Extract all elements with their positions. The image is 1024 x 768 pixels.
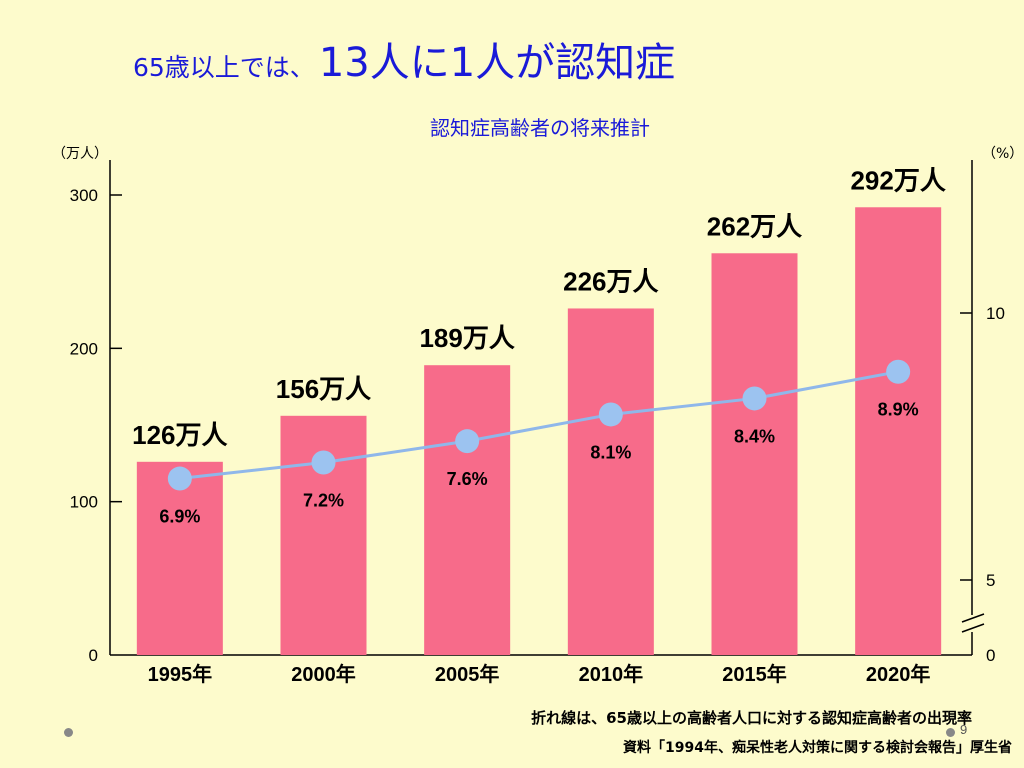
right-axis-unit: （%）: [982, 146, 1023, 162]
category-label: 2020年: [866, 662, 931, 686]
page-number: 9: [960, 722, 968, 737]
bar: [424, 365, 511, 655]
source-note: 資料「1994年、痴呆性老人対策に関する検討会報告」厚生省: [623, 740, 1012, 756]
rate-marker: [886, 359, 911, 384]
rate-label: 8.1%: [590, 442, 631, 462]
rate-line: [179, 370, 899, 481]
left-tick-label: 100: [70, 493, 98, 512]
rate-marker: [742, 386, 767, 411]
title-prefix: 65歳以上では、: [133, 53, 315, 82]
bar: [136, 461, 223, 655]
category-label: 2010年: [579, 662, 644, 686]
left-tick-label: 200: [70, 339, 98, 358]
bar-value-label: 156万人: [276, 374, 371, 404]
chart-subtitle: 認知症高齢者の将来推計: [430, 116, 650, 140]
category-label: 2005年: [435, 662, 500, 686]
page-title: 65歳以上では、 13人に1人が認知症: [133, 30, 675, 88]
rate-label: 6.9%: [159, 507, 200, 527]
bullet-dot: [64, 728, 73, 737]
right-tick-label: 0: [986, 646, 995, 665]
bar-value-label: 126万人: [132, 420, 227, 450]
right-tick-label: 10: [986, 304, 1005, 323]
bar-value-label: 189万人: [419, 323, 514, 353]
line-note: 折れ線は、65歳以上の高齢者人口に対する認知症高齢者の出現率: [531, 709, 972, 727]
rate-marker: [598, 402, 623, 427]
bar-value-label: 262万人: [707, 211, 802, 241]
bar: [711, 253, 798, 655]
rate-marker: [167, 466, 192, 491]
left-axis-unit: （万人）: [52, 146, 108, 162]
title-main: 13人に1人が認知症: [318, 40, 676, 86]
rate-marker: [455, 429, 480, 454]
rate-marker: [311, 450, 336, 475]
bar-value-label: 292万人: [850, 165, 945, 195]
bar-value-label: 226万人: [563, 266, 658, 296]
rate-label: 7.2%: [303, 491, 344, 511]
right-tick-label: 5: [986, 571, 995, 590]
left-tick-label: 300: [70, 186, 98, 205]
axis-break-mark: [961, 613, 985, 623]
axis-break-mark: [961, 623, 985, 633]
bar: [855, 207, 942, 655]
bar: [567, 308, 654, 655]
category-label: 2015年: [722, 662, 787, 686]
rate-label: 8.4%: [734, 426, 775, 446]
rate-label: 8.9%: [878, 400, 919, 420]
left-tick-label: 0: [89, 646, 98, 665]
category-label: 1995年: [148, 662, 213, 686]
rate-label: 7.6%: [447, 469, 488, 489]
category-label: 2000年: [291, 662, 356, 686]
bullet-dot: [946, 728, 955, 737]
